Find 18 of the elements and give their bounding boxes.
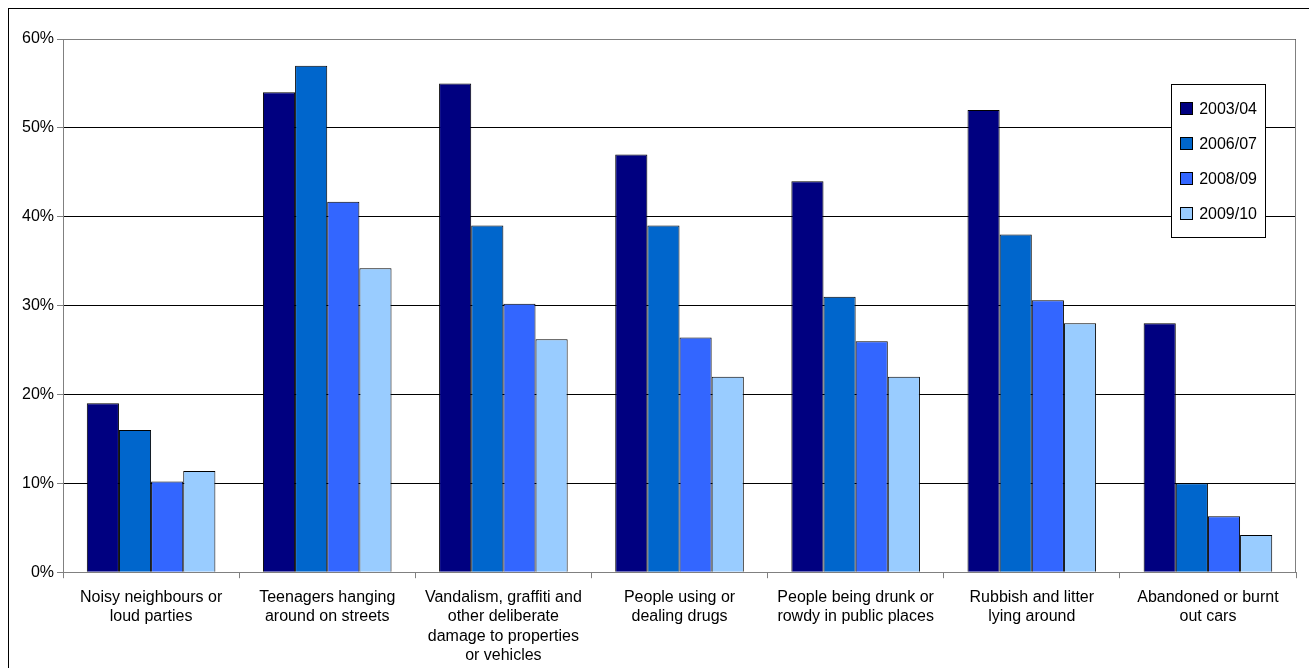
y-tick-label: 10% [21,473,55,491]
x-tick-label: Noisy neighbours or loud parties [79,588,223,625]
y-tick-label: 50% [21,118,55,136]
x-tick-label: Abandoned or burnt out cars [1137,588,1280,625]
y-tick-label: 60% [21,29,55,47]
y-tick-label: 30% [21,296,55,314]
x-tick-label: Vandalism, graffiti and other deliberate damage to properties or vehicles [424,588,582,663]
legend-label: 2006/07 [1199,134,1257,154]
legend-label: 2009/10 [1199,204,1257,224]
x-tick-label: Teenagers hanging around on streets [259,588,396,625]
y-tick-label: 0% [30,562,55,580]
x-tick-label: People using or dealing drugs [623,588,736,625]
y-tick-label: 20% [21,384,55,402]
y-tick-label: 40% [21,207,55,225]
legend-label: 2003/04 [1199,99,1257,119]
legend-label: 2008/09 [1199,169,1257,189]
x-tick-label: Rubbish and litter lying around [969,588,1095,625]
x-tick-label: People being drunk or rowdy in public places [777,588,935,625]
